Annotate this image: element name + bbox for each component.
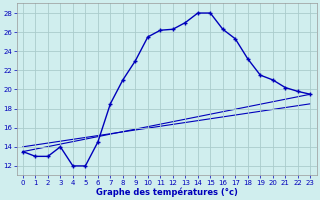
X-axis label: Graphe des températures (°c): Graphe des températures (°c) [96, 187, 237, 197]
